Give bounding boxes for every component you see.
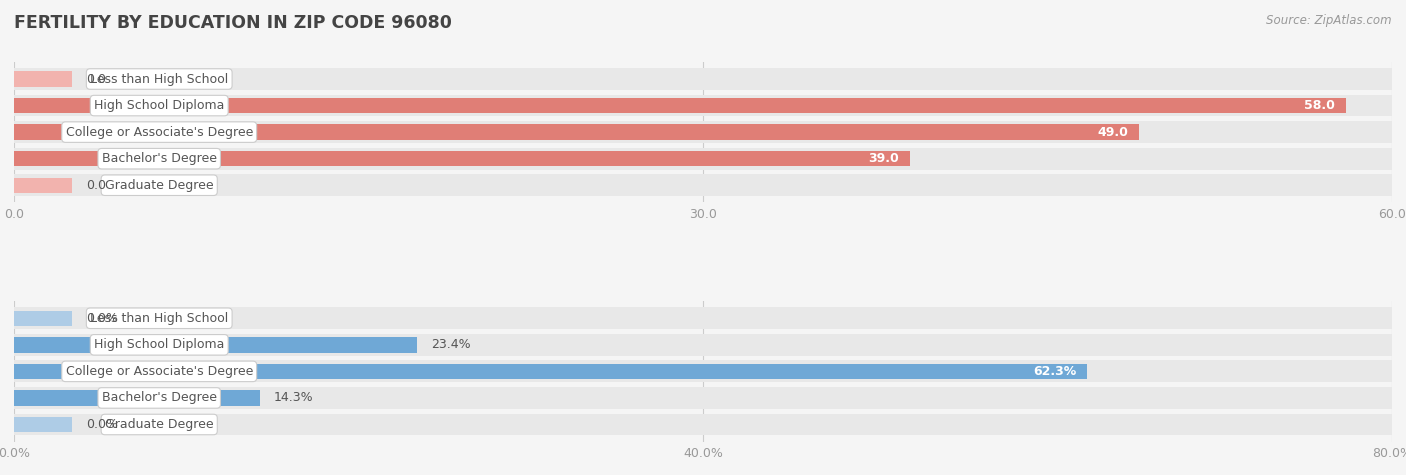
Text: College or Associate's Degree: College or Associate's Degree [66,125,253,139]
Text: Graduate Degree: Graduate Degree [105,418,214,431]
Bar [14,124,1139,140]
Text: High School Diploma: High School Diploma [94,338,225,352]
Text: 23.4%: 23.4% [430,338,471,352]
Text: 0.0: 0.0 [86,179,105,192]
Bar [14,178,72,193]
Bar [14,390,260,406]
Bar [14,151,910,166]
Bar [14,417,72,432]
Text: Graduate Degree: Graduate Degree [105,179,214,192]
Text: 58.0: 58.0 [1305,99,1334,112]
Text: 62.3%: 62.3% [1033,365,1076,378]
Bar [14,148,1392,170]
Bar [14,414,1392,436]
Bar [14,364,1087,379]
Bar [14,98,1346,113]
Text: Bachelor's Degree: Bachelor's Degree [101,391,217,404]
Bar [14,71,72,87]
Text: 0.0%: 0.0% [86,312,118,325]
Text: Source: ZipAtlas.com: Source: ZipAtlas.com [1267,14,1392,27]
Text: 49.0: 49.0 [1098,125,1128,139]
Bar [14,95,1392,116]
Text: Less than High School: Less than High School [90,73,228,86]
Bar [14,68,1392,90]
Bar [14,387,1392,409]
Bar [14,337,418,352]
Bar [14,311,72,326]
Text: 0.0%: 0.0% [86,418,118,431]
Bar [14,334,1392,356]
Text: 14.3%: 14.3% [274,391,314,404]
Text: Bachelor's Degree: Bachelor's Degree [101,152,217,165]
Bar [14,121,1392,143]
Text: FERTILITY BY EDUCATION IN ZIP CODE 96080: FERTILITY BY EDUCATION IN ZIP CODE 96080 [14,14,451,32]
Text: Less than High School: Less than High School [90,312,228,325]
Text: High School Diploma: High School Diploma [94,99,225,112]
Bar [14,361,1392,382]
Bar [14,174,1392,196]
Bar [14,307,1392,329]
Text: College or Associate's Degree: College or Associate's Degree [66,365,253,378]
Text: 39.0: 39.0 [868,152,898,165]
Text: 0.0: 0.0 [86,73,105,86]
